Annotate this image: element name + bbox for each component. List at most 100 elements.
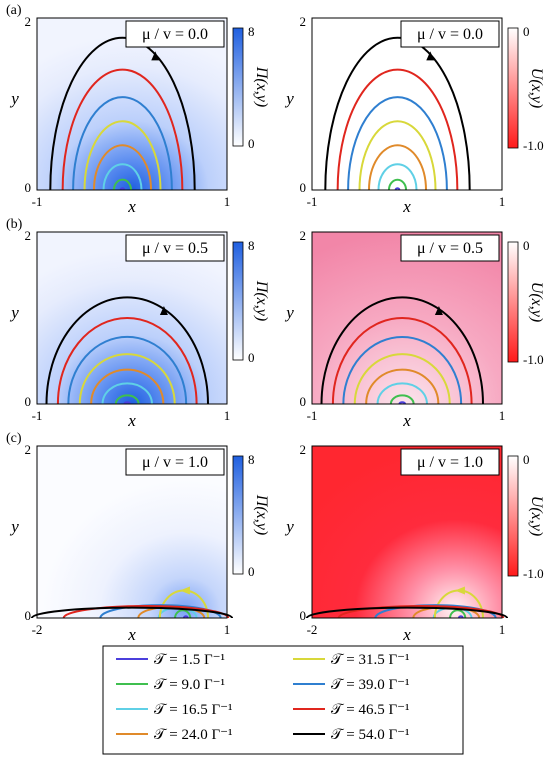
plot-frame xyxy=(36,231,228,405)
colorbar-tick: 8 xyxy=(248,238,255,253)
contour-line xyxy=(30,606,234,619)
colorbar-label: U(x,y) xyxy=(528,496,545,536)
x-axis-label: x xyxy=(127,411,136,430)
colorbar-label: Π(x,y) xyxy=(253,494,270,535)
x-axis-label: x xyxy=(402,411,411,430)
x-tick-label: -2 xyxy=(307,622,318,637)
x-tick-label: -1 xyxy=(307,408,318,423)
direction-arrow xyxy=(454,586,465,595)
contour-line xyxy=(56,317,198,405)
legend-entry: 𝒯 = 24.0 Γ⁻¹ xyxy=(154,727,233,743)
row-label: (b) xyxy=(6,217,23,232)
x-tick-label: 1 xyxy=(499,194,506,209)
legend-entry: 𝒯 = 46.5 Γ⁻¹ xyxy=(331,702,410,718)
legend xyxy=(102,645,464,755)
legend-entry: 𝒯 = 16.5 Γ⁻¹ xyxy=(154,702,233,718)
plot-frame xyxy=(311,231,503,405)
colorbar-label: U(x,y) xyxy=(528,68,545,108)
plot-frame xyxy=(36,445,228,619)
y-tick-label: 0 xyxy=(300,608,307,623)
colorbar xyxy=(507,27,519,149)
ratio-label-box xyxy=(400,234,500,262)
y-tick-label: 2 xyxy=(300,442,307,457)
ratio-label: μ / v = 0.0 xyxy=(417,26,483,43)
contour-line xyxy=(320,296,484,405)
contour-line xyxy=(389,394,415,405)
ratio-label: μ / v = 0.5 xyxy=(142,240,208,257)
colorbar xyxy=(507,455,519,577)
plot-frame xyxy=(311,445,503,619)
y-axis-label: y xyxy=(9,89,19,108)
y-tick-label: 0 xyxy=(25,394,32,409)
x-tick-label: -1 xyxy=(32,408,43,423)
ratio-label: μ / v = 0.0 xyxy=(142,26,208,43)
x-axis-label: x xyxy=(127,625,136,644)
contour-line xyxy=(449,609,467,619)
contour-line xyxy=(45,296,209,405)
direction-arrow xyxy=(434,305,443,315)
y-axis-label: y xyxy=(9,517,19,536)
contour-line xyxy=(347,96,448,191)
colorbar-label: U(x,y) xyxy=(528,282,545,322)
x-tick-label: -2 xyxy=(32,622,43,637)
colorbar-tick: 0 xyxy=(248,350,255,365)
colorbar-tick: 8 xyxy=(248,452,255,467)
x-axis-label: x xyxy=(402,197,411,216)
colorbar xyxy=(232,27,244,147)
contour-line xyxy=(336,68,459,191)
row-label: (c) xyxy=(6,431,22,446)
x-tick-label: 1 xyxy=(499,408,506,423)
y-tick-label: 2 xyxy=(300,228,307,243)
legend-entry: 𝒯 = 9.0 Γ⁻¹ xyxy=(154,677,225,693)
row-label: (a) xyxy=(6,3,22,18)
x-tick-label: 1 xyxy=(224,194,231,209)
legend-entry: 𝒯 = 1.5 Γ⁻¹ xyxy=(154,652,225,668)
contour-line xyxy=(114,394,140,405)
contour-line xyxy=(305,606,509,619)
contour-line xyxy=(67,336,188,405)
direction-arrow xyxy=(159,305,168,315)
y-tick-label: 2 xyxy=(25,14,32,29)
y-axis-label: y xyxy=(284,303,294,322)
y-tick-label: 2 xyxy=(25,442,32,457)
ratio-label: μ / v = 0.5 xyxy=(417,240,483,257)
x-tick-label: -1 xyxy=(32,194,43,209)
contour-line xyxy=(101,382,153,405)
x-tick-label: 1 xyxy=(224,408,231,423)
y-tick-label: 0 xyxy=(300,180,307,195)
ratio-label-box xyxy=(125,448,225,476)
colorbar-tick: -1.0 xyxy=(523,138,544,153)
contour-line xyxy=(376,382,428,405)
y-axis-label: y xyxy=(9,303,19,322)
colorbar-tick: 0 xyxy=(523,452,530,467)
contour-line xyxy=(358,120,437,191)
legend-entry: 𝒯 = 54.0 Γ⁻¹ xyxy=(331,727,410,743)
y-tick-label: 0 xyxy=(25,608,32,623)
ratio-label-box xyxy=(125,20,225,48)
y-tick-label: 2 xyxy=(300,14,307,29)
contour-line xyxy=(324,36,471,191)
contour-line xyxy=(331,317,473,405)
contour-line xyxy=(102,163,143,191)
contour-line xyxy=(78,353,176,405)
ratio-label: μ / v = 1.0 xyxy=(417,454,483,471)
colorbar-tick: 0 xyxy=(248,564,255,579)
contour-line xyxy=(342,336,463,405)
x-tick-label: 1 xyxy=(499,622,506,637)
legend-entry: 𝒯 = 31.5 Γ⁻¹ xyxy=(331,652,410,668)
colorbar xyxy=(232,241,244,361)
contour-line xyxy=(83,120,162,191)
colorbar-tick: 0 xyxy=(523,24,530,39)
colorbar-label: Π(x,y) xyxy=(253,280,270,321)
contour-line xyxy=(49,36,196,191)
contour-line xyxy=(112,178,133,191)
contour-line xyxy=(368,144,427,191)
